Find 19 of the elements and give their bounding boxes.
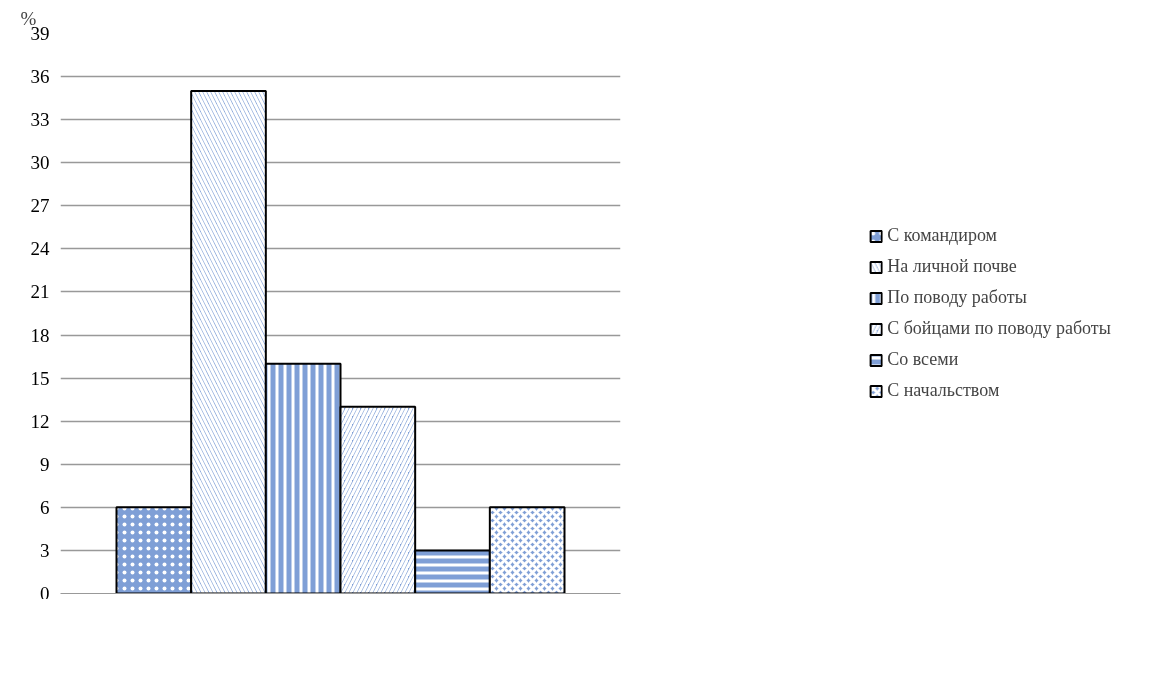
y-tick-label: 36 <box>30 66 50 88</box>
y-tick-label: 21 <box>30 281 50 303</box>
legend-label: Со всеми <box>887 349 959 370</box>
y-tick-label: 6 <box>40 496 50 518</box>
y-tick-label: 24 <box>30 238 50 260</box>
y-tick-label: 12 <box>30 410 50 432</box>
y-tick-label: 0 <box>40 582 50 604</box>
legend-label: С бойцами по поводу работы <box>887 318 1111 339</box>
y-tick-label: 27 <box>30 195 50 217</box>
legend-label: На личной почве <box>887 256 1017 277</box>
legend-label: С командиром <box>887 225 997 246</box>
legend-label: По поводу работы <box>887 287 1027 308</box>
y-tick-label: 15 <box>30 367 50 389</box>
y-tick-label: 18 <box>30 324 50 346</box>
y-tick-label: 30 <box>30 152 50 174</box>
y-tick-label: 9 <box>40 453 50 475</box>
legend-label: С начальством <box>887 380 1000 401</box>
y-tick-label: 3 <box>40 539 50 561</box>
y-tick-label: 33 <box>30 109 50 131</box>
